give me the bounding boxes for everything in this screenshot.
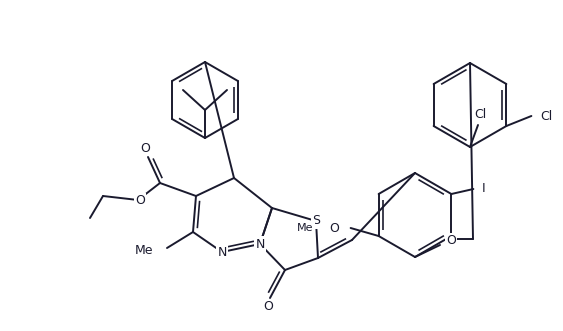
Text: O: O [135,195,145,208]
Text: Me: Me [135,245,153,258]
Text: N: N [255,238,265,251]
Text: O: O [140,141,150,155]
Text: O: O [446,234,456,248]
Text: N: N [217,246,227,259]
Text: I: I [481,182,485,196]
Text: S: S [312,214,320,227]
Text: O: O [263,301,273,313]
Text: O: O [330,221,339,234]
Text: Me: Me [297,223,314,233]
Text: Cl: Cl [474,108,486,120]
Text: Cl: Cl [540,110,552,122]
